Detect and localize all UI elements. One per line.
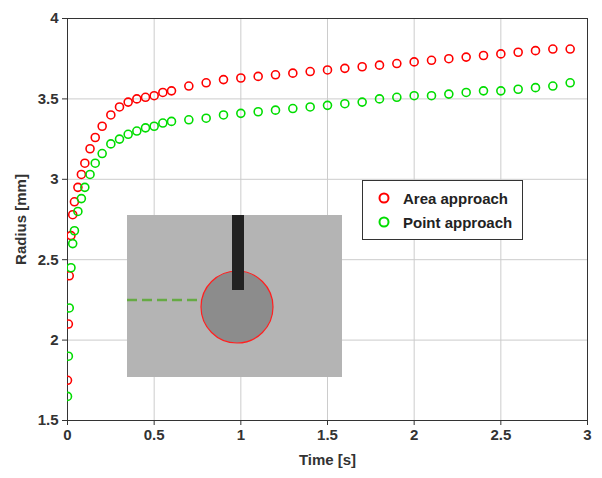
svg-text:1.5: 1.5 [38,411,59,428]
svg-text:0.5: 0.5 [144,426,165,443]
html-text:Point approach: Point approach [403,213,513,231]
svg-text:0: 0 [63,426,71,443]
svg-text:Radius [mm]: Radius [mm] [12,174,29,265]
svg-text:2.5: 2.5 [490,426,511,443]
svg-text:2: 2 [50,331,58,348]
svg-text:2.5: 2.5 [38,251,59,268]
svg-text:3.5: 3.5 [38,90,59,107]
html-text:Area approach: Area approach [403,189,508,207]
svg-text:3: 3 [50,170,58,187]
svg-text:Time [s]: Time [s] [299,451,356,468]
svg-text:2: 2 [410,426,418,443]
svg-text:1: 1 [237,426,245,443]
svg-text:3: 3 [583,426,591,443]
svg-text:4: 4 [50,9,59,26]
svg-text:1.5: 1.5 [317,426,338,443]
